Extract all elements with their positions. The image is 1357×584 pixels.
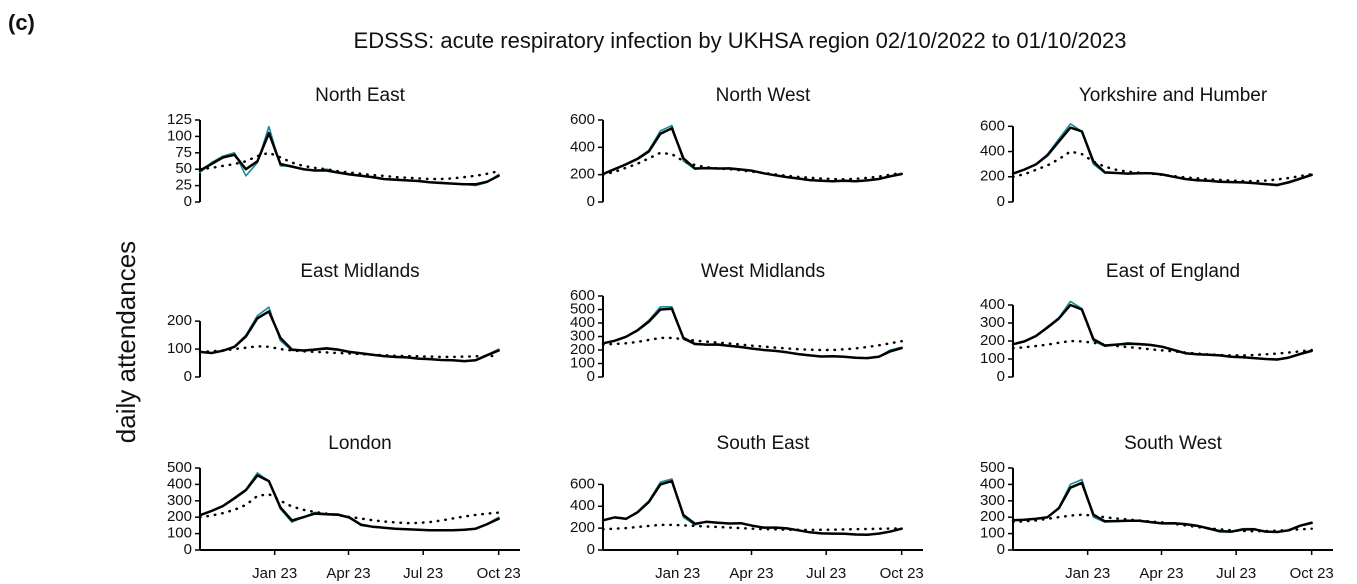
y-tick-label: 0 xyxy=(587,368,595,385)
data-line xyxy=(601,479,903,536)
x-tick-label: Oct 23 xyxy=(880,565,924,582)
baseline-line xyxy=(198,345,500,359)
y-tick-label: 200 xyxy=(570,519,595,536)
y-tick-label: 200 xyxy=(980,508,1005,525)
data-line xyxy=(198,474,500,532)
y-tick-label: 125 xyxy=(167,111,192,128)
data-line xyxy=(601,307,903,360)
y-tick-label: 400 xyxy=(570,497,595,514)
y-tick-label: 600 xyxy=(570,111,595,128)
y-tick-label: 500 xyxy=(570,300,595,317)
x-tick-label: Apr 23 xyxy=(1139,565,1183,582)
data-line xyxy=(198,131,500,186)
baseline-line xyxy=(198,492,500,525)
panel-title: North East xyxy=(315,85,405,106)
y-tick-label: 100 xyxy=(167,127,192,144)
y-tick-label: 300 xyxy=(980,492,1005,509)
y-tick-label: 600 xyxy=(980,117,1005,134)
x-tick-label: Jul 23 xyxy=(1216,565,1256,582)
data-line xyxy=(1012,123,1313,187)
y-tick-label: 200 xyxy=(167,312,192,329)
y-tick-label: 400 xyxy=(167,475,192,492)
y-tick-label: 400 xyxy=(980,296,1005,313)
y-tick-label: 200 xyxy=(980,332,1005,349)
y-tick-label: 300 xyxy=(570,327,595,344)
baseline-line xyxy=(1011,150,1313,183)
panel-title: East Midlands xyxy=(300,261,419,282)
x-tick-label: Jul 23 xyxy=(806,565,846,582)
panel-title: South West xyxy=(1124,433,1223,454)
panel-title: North West xyxy=(716,85,811,106)
panel-title: East of England xyxy=(1106,261,1240,282)
y-tick-label: 400 xyxy=(980,475,1005,492)
data-line xyxy=(199,125,500,187)
y-tick-label: 50 xyxy=(175,160,192,177)
x-tick-label: Jan 23 xyxy=(252,565,297,582)
x-tick-label: Jan 23 xyxy=(1065,565,1110,582)
y-tick-label: 400 xyxy=(980,143,1005,160)
data-line xyxy=(199,472,500,532)
x-tick-label: Jul 23 xyxy=(403,565,443,582)
panel-title: South East xyxy=(717,433,811,454)
y-tick-label: 100 xyxy=(980,525,1005,542)
y-tick-label: 300 xyxy=(167,492,192,509)
y-tick-label: 400 xyxy=(570,314,595,331)
data-line xyxy=(198,310,500,363)
y-tick-label: 0 xyxy=(184,193,192,210)
panel-title: Yorkshire and Humber xyxy=(1079,85,1268,106)
y-tick-label: 200 xyxy=(570,341,595,358)
baseline-line xyxy=(198,151,500,181)
y-tick-label: 400 xyxy=(570,138,595,155)
y-tick-label: 0 xyxy=(997,193,1005,210)
figure-title: EDSSS: acute respiratory infection by UK… xyxy=(354,28,1127,53)
x-tick-label: Jan 23 xyxy=(655,565,700,582)
y-tick-label: 600 xyxy=(570,287,595,304)
data-line xyxy=(1011,126,1313,187)
baseline-line xyxy=(601,151,903,181)
x-tick-label: Oct 23 xyxy=(477,565,521,582)
y-tick-label: 100 xyxy=(980,350,1005,367)
y-tick-label: 0 xyxy=(587,193,595,210)
baseline-line xyxy=(1011,339,1313,357)
panel-label: (c) xyxy=(8,10,35,35)
x-tick-label: Oct 23 xyxy=(1290,565,1334,582)
y-tick-label: 500 xyxy=(167,459,192,476)
y-tick-label: 100 xyxy=(167,340,192,357)
y-tick-label: 200 xyxy=(980,168,1005,185)
x-tick-label: Apr 23 xyxy=(729,565,773,582)
y-tick-label: 0 xyxy=(587,541,595,558)
y-tick-label: 75 xyxy=(175,144,192,161)
y-axis-label: daily attendances xyxy=(111,241,141,443)
y-tick-label: 0 xyxy=(997,368,1005,385)
baseline-line xyxy=(601,523,903,532)
data-line xyxy=(602,305,903,359)
y-tick-label: 200 xyxy=(167,508,192,525)
panel-title: London xyxy=(328,433,391,454)
data-line xyxy=(1011,303,1313,361)
y-tick-label: 0 xyxy=(184,541,192,558)
y-tick-label: 100 xyxy=(167,525,192,542)
x-tick-label: Apr 23 xyxy=(326,565,370,582)
y-tick-label: 100 xyxy=(570,354,595,371)
y-tick-label: 25 xyxy=(175,177,192,194)
y-tick-label: 0 xyxy=(997,541,1005,558)
y-tick-label: 200 xyxy=(570,166,595,183)
y-tick-label: 300 xyxy=(980,314,1005,331)
panel-title: West Midlands xyxy=(701,261,825,282)
y-tick-label: 600 xyxy=(570,475,595,492)
y-tick-label: 0 xyxy=(184,368,192,385)
baseline-line xyxy=(1011,513,1313,533)
baseline-line xyxy=(601,336,903,352)
y-tick-label: 500 xyxy=(980,459,1005,476)
data-line xyxy=(601,126,903,183)
